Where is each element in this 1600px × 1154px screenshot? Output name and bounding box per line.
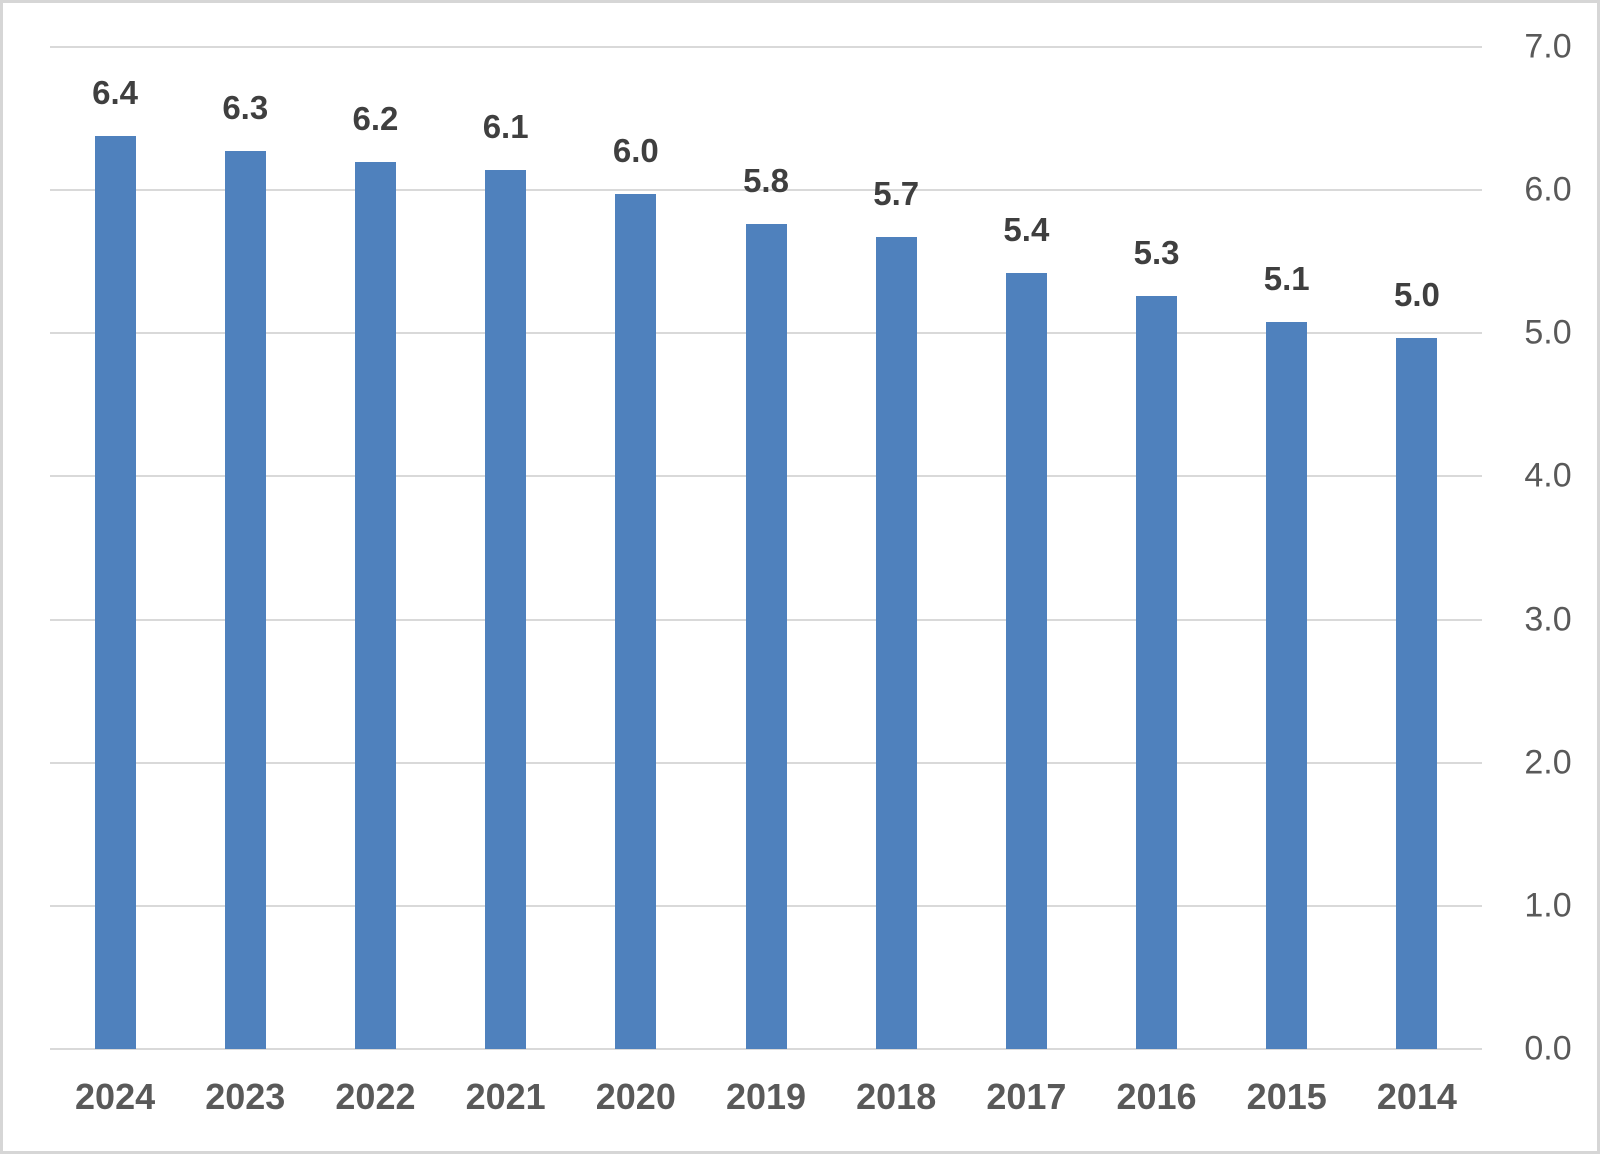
bar-2021	[485, 170, 527, 1049]
bar-2023	[224, 151, 266, 1049]
y-axis-tick-label: 3.0	[1524, 599, 1572, 638]
data-label-2017: 5.4	[1003, 211, 1050, 249]
y-axis-tick-label: 2.0	[1524, 743, 1572, 782]
x-axis-label-2018: 2018	[856, 1076, 937, 1117]
y-axis-tick-label: 1.0	[1524, 886, 1572, 925]
x-axis-label-2015: 2015	[1246, 1076, 1327, 1117]
data-label-2020: 6.0	[612, 132, 659, 170]
x-axis-label-2016: 2016	[1116, 1076, 1197, 1117]
y-axis-tick-label: 0.0	[1524, 1029, 1572, 1068]
gridline	[50, 189, 1482, 192]
bar-2015	[1266, 321, 1308, 1049]
bar-2016	[1136, 296, 1178, 1049]
data-label-2015: 5.1	[1263, 259, 1310, 297]
x-axis-label-2017: 2017	[986, 1076, 1067, 1117]
x-axis-label-2022: 2022	[335, 1076, 416, 1117]
x-axis-label-2023: 2023	[205, 1076, 286, 1117]
data-label-2018: 5.7	[873, 175, 920, 213]
bar-2014	[1396, 337, 1438, 1049]
y-axis-tick-label: 5.0	[1524, 313, 1572, 352]
bar-2018	[875, 237, 917, 1049]
y-axis-tick-label: 6.0	[1524, 170, 1572, 209]
data-label-2022: 6.2	[352, 99, 399, 137]
bar-2019	[745, 224, 787, 1049]
y-axis-tick-label: 7.0	[1524, 27, 1572, 66]
data-label-2021: 6.1	[482, 108, 529, 146]
data-label-2024: 6.4	[92, 73, 139, 111]
x-axis-line	[50, 1048, 1482, 1050]
y-axis-tick-label: 4.0	[1524, 456, 1572, 495]
bar-2022	[354, 161, 396, 1049]
data-label-2014: 5.0	[1393, 275, 1440, 313]
data-label-2019: 5.8	[743, 162, 789, 200]
data-label-2023: 6.3	[222, 89, 269, 127]
x-axis-label-2014: 2014	[1376, 1076, 1457, 1117]
bar-2017	[1005, 273, 1047, 1049]
bar-2024	[94, 135, 136, 1049]
bar-2020	[615, 194, 657, 1049]
x-axis-label-2019: 2019	[725, 1076, 807, 1117]
gridline	[50, 46, 1482, 48]
x-axis-label-2020: 2020	[595, 1076, 676, 1117]
data-label-2016: 5.3	[1133, 234, 1180, 272]
x-axis-label-2024: 2024	[75, 1076, 156, 1117]
x-axis-label-2021: 2021	[465, 1076, 546, 1117]
